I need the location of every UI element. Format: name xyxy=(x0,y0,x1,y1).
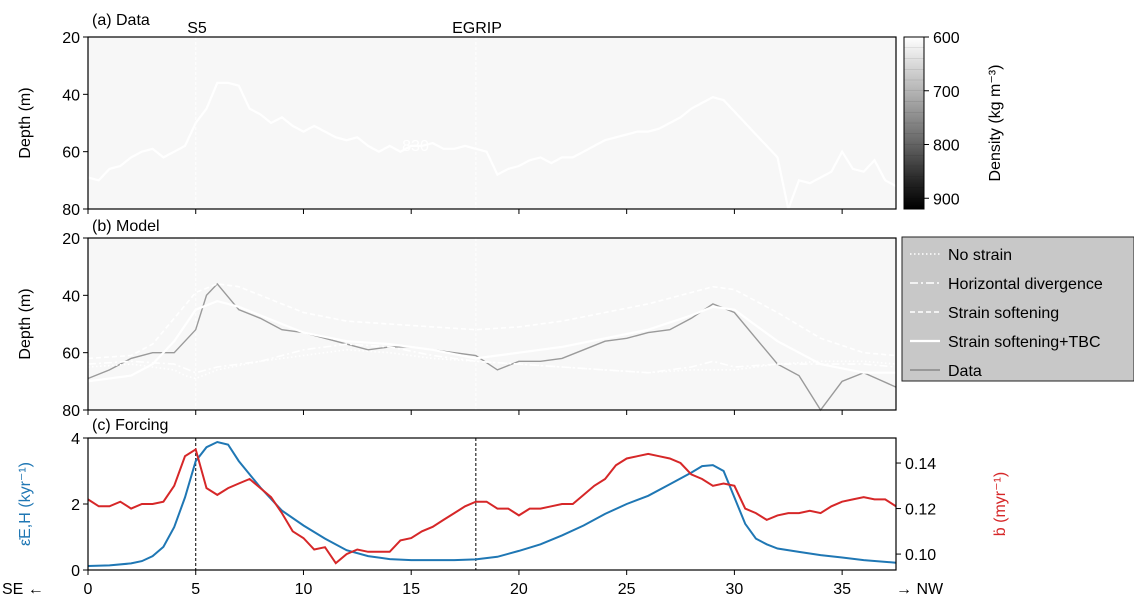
x-tick-label: 20 xyxy=(510,581,528,598)
panel-a-ylabel: Depth (m) xyxy=(17,87,34,158)
series-data xyxy=(87,282,897,412)
colorbar-tick-label: 600 xyxy=(933,30,960,47)
y-tick-label: 80 xyxy=(62,202,80,219)
x-tick-label: 35 xyxy=(833,581,851,598)
y-tick-label: 40 xyxy=(62,288,80,305)
density-band xyxy=(88,238,896,410)
panel-b-frame xyxy=(87,237,897,411)
panel-a-frame xyxy=(87,36,897,210)
y-left-tick-label: 0 xyxy=(71,563,80,580)
legend: No strain Horizontal divergence Strain sof… xyxy=(901,236,1134,382)
panel-a-title: (a) Data xyxy=(92,12,150,29)
series-accumulation xyxy=(87,447,897,565)
contour-label: 830 xyxy=(402,138,429,155)
panel-a-lines: 830 xyxy=(87,37,897,213)
x-tick-label: 0 xyxy=(84,581,93,598)
colorbar: 600 700 800 900 Density (kg m⁻³) xyxy=(903,30,1004,210)
direction-right: → NW xyxy=(896,581,944,598)
panel-a-axes: 20 40 60 80 xyxy=(62,30,843,219)
colorbar-tick-label: 900 xyxy=(933,191,960,208)
site-label-s5: S5 xyxy=(187,20,207,37)
site-label-egrip: EGRIP xyxy=(452,20,502,37)
colorbar-tick-label: 800 xyxy=(933,138,960,155)
y-tick-label: 20 xyxy=(62,231,80,248)
colorbar-label: Density (kg m⁻³) xyxy=(987,65,1004,182)
x-tick-label: 5 xyxy=(191,581,200,598)
legend-label: Strain softening+TBC xyxy=(948,334,1101,351)
panel-c-title: (c) Forcing xyxy=(92,417,168,434)
y-right-tick-label: 0.14 xyxy=(905,456,936,473)
series-strain-rate xyxy=(87,440,897,567)
colorbar-tick-label: 700 xyxy=(933,84,960,101)
direction-left: SE ← xyxy=(2,581,44,598)
x-tick-label: 30 xyxy=(726,581,744,598)
y-tick-label: 60 xyxy=(62,145,80,162)
legend-label: Data xyxy=(948,363,982,380)
panel-c-right-ylabel: ḃ (myr⁻¹) xyxy=(992,472,1009,536)
panel-c: 0 2 4 0.10 0.12 0.14 0 5 10 15 20 25 30 35 (c) Forcin… xyxy=(2,417,1009,598)
legend-label: No strain xyxy=(948,247,1012,264)
panel-c-axes: 0 2 4 0.10 0.12 0.14 0 5 10 15 20 25 30 35 xyxy=(71,431,936,598)
x-tick-label: 15 xyxy=(402,581,420,598)
legend-box xyxy=(901,236,1134,382)
density-band xyxy=(88,37,896,209)
panel-a: 830 20 40 60 80 (a) Data S5 EGRIP Depth (m) xyxy=(17,12,897,219)
y-tick-label: 80 xyxy=(62,403,80,420)
panel-b-ylabel: Depth (m) xyxy=(17,288,34,359)
legend-label: Horizontal divergence xyxy=(948,276,1103,293)
colorbar-ramp xyxy=(903,36,925,210)
panel-b-axes: 20 40 60 80 xyxy=(62,231,843,420)
colorbar-bands xyxy=(904,47,924,199)
panel-b: 20 40 60 80 (b) Model Depth (m) xyxy=(17,218,897,420)
panel-c-left-ylabel: ε̇E,H (kyr⁻¹) xyxy=(17,462,34,546)
y-left-tick-label: 2 xyxy=(71,497,80,514)
panel-c-lines xyxy=(87,438,897,570)
panel-b-title: (b) Model xyxy=(92,218,160,235)
series-strain-softening xyxy=(87,283,897,360)
contour-830-line xyxy=(87,81,897,213)
legend-items: No strain Horizontal divergence Strain sof… xyxy=(910,247,1103,380)
y-right-tick-label: 0.12 xyxy=(905,502,936,519)
y-tick-label: 20 xyxy=(62,30,80,47)
colorbar-ticks: 600 700 800 900 xyxy=(924,30,960,208)
series-strain-softening-tbc xyxy=(87,299,896,383)
x-tick-label: 25 xyxy=(618,581,636,598)
panel-a-density-field xyxy=(88,37,896,209)
panel-b-lines xyxy=(87,238,897,412)
y-tick-label: 60 xyxy=(62,346,80,363)
y-right-tick-label: 0.10 xyxy=(905,547,936,564)
series-horizontal-divergence xyxy=(87,343,897,374)
y-tick-label: 40 xyxy=(62,87,80,104)
legend-label: Strain softening xyxy=(948,305,1059,322)
x-tick-label: 10 xyxy=(295,581,313,598)
y-left-tick-label: 4 xyxy=(71,431,80,448)
